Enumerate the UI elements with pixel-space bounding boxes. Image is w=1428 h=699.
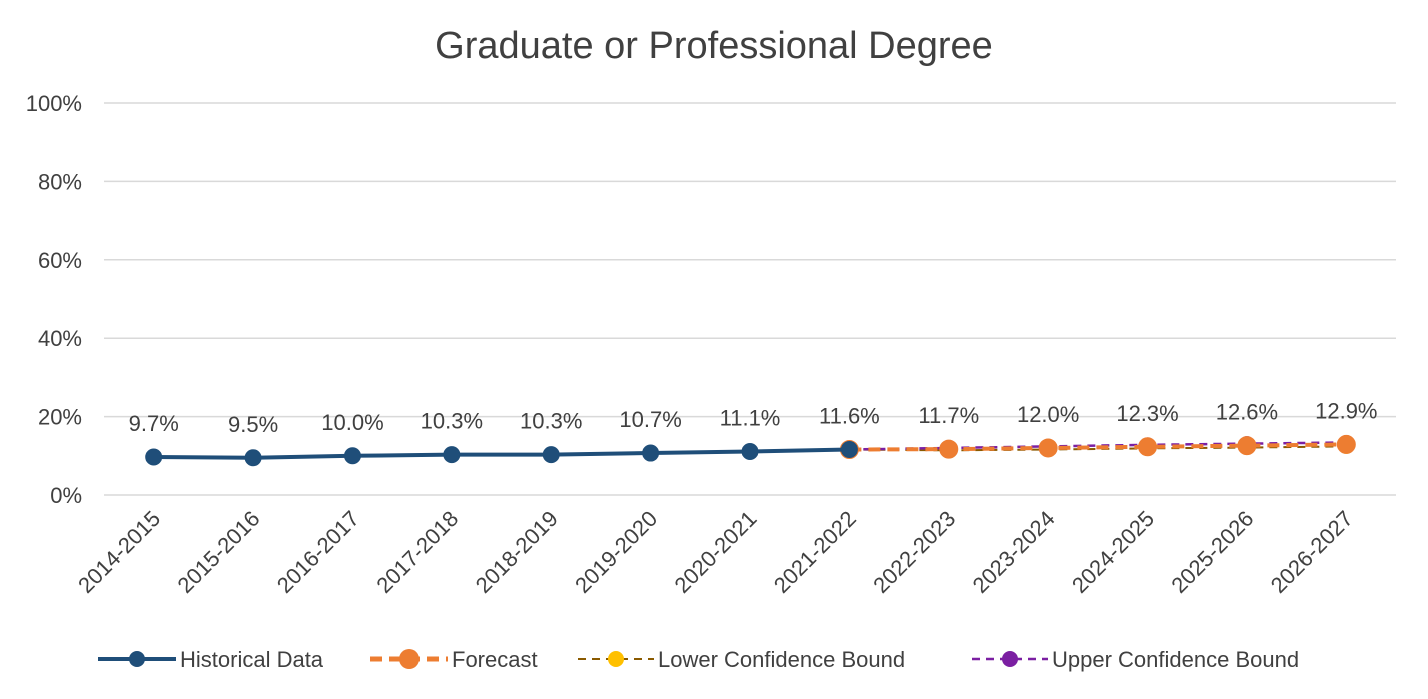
legend-label: Historical Data [180,647,324,672]
data-point [145,448,163,466]
data-labels: 9.7% 9.5% 10.0% 10.3% 10.3% 10.7% 11.1% 11.6% 11… [129,398,1378,436]
series-line [849,442,1347,452]
legend-swatch-marker [1002,651,1018,667]
x-tick-label: 2015-2016 [173,506,265,598]
legend-swatch-marker [399,649,419,669]
y-tick-label: 20% [38,405,82,430]
y-tick-label: 80% [38,169,82,194]
y-tick-label: 40% [38,326,82,351]
x-tick-label: 2023-2024 [968,506,1060,598]
chart-title: Graduate or Professional Degree [435,25,993,67]
data-point [1038,438,1058,458]
data-label: 12.9% [1315,398,1377,423]
data-label: 11.7% [918,403,979,428]
x-tick-label: 2014-2015 [73,506,165,598]
x-tick-label: 2019-2020 [570,506,662,598]
x-tick-label: 2026-2027 [1266,506,1358,598]
data-point [542,446,560,464]
x-axis-ticks: 2014-2015 2015-2016 2016-2017 2017-2018 2018… [73,506,1358,598]
x-tick-label: 2025-2026 [1166,506,1258,598]
x-tick-label: 2022-2023 [868,506,960,598]
data-point [741,442,759,460]
data-label: 9.7% [129,411,179,436]
legend-item: Forecast [370,647,538,672]
data-label: 12.0% [1017,402,1079,427]
x-tick-label: 2020-2021 [669,506,761,598]
legend-item: Upper Confidence Bound [972,647,1299,672]
data-point [343,447,361,465]
series-historical-data [145,441,858,467]
x-tick-label: 2024-2025 [1067,506,1159,598]
y-axis-ticks: 0% 20% 40% 60% 80% 100% [26,91,82,508]
series-forecast [839,434,1356,460]
data-point [1336,434,1356,454]
legend-label: Lower Confidence Bound [658,647,905,672]
data-label: 12.3% [1116,401,1178,426]
data-label: 10.0% [321,410,383,435]
legend-label: Forecast [452,647,538,672]
data-point [642,444,660,462]
data-point [939,439,959,459]
data-label: 10.3% [421,409,483,434]
y-tick-label: 60% [38,248,82,273]
y-tick-label: 0% [50,483,82,508]
data-label: 10.7% [619,407,681,432]
data-label: 11.6% [819,404,880,429]
series-layer [145,434,1356,467]
data-label: 10.3% [520,409,582,434]
series-line [153,447,850,460]
data-point [244,449,262,467]
data-point [1138,437,1158,457]
data-label: 9.5% [228,412,278,437]
x-tick-label: 2021-2022 [769,506,861,598]
data-point [840,441,858,459]
legend-item: Lower Confidence Bound [578,647,905,672]
data-point [443,446,461,464]
data-point [1237,436,1257,456]
x-tick-label: 2017-2018 [371,506,463,598]
gridlines [104,102,1396,496]
legend-label: Upper Confidence Bound [1052,647,1299,672]
legend: Historical Data Forecast Lower Confidence … [98,647,1299,672]
legend-item: Historical Data [98,647,324,672]
legend-swatch-marker [608,651,624,667]
data-label: 11.1% [720,405,781,430]
x-tick-label: 2016-2017 [272,506,364,598]
data-label: 12.6% [1216,400,1278,425]
legend-swatch-marker [129,651,145,667]
x-tick-label: 2018-2019 [471,506,563,598]
y-tick-label: 100% [26,91,82,116]
